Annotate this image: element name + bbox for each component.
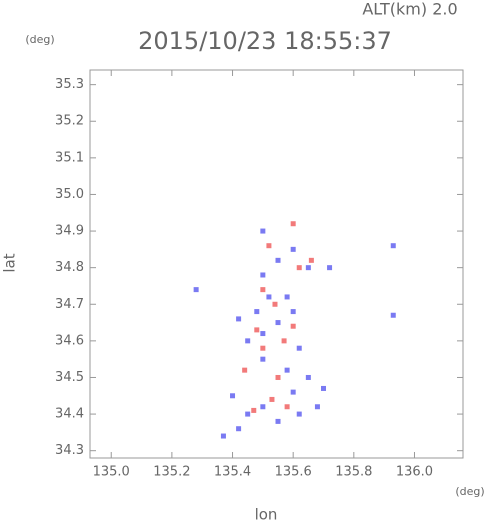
radar-point xyxy=(193,287,199,293)
y-unit: (deg) xyxy=(25,33,54,46)
radar-point xyxy=(284,404,290,410)
y-tick-label: 35.0 xyxy=(55,187,84,202)
radar-point xyxy=(275,418,281,424)
radar-point xyxy=(251,407,257,413)
radar-point xyxy=(245,338,251,344)
x-tick-label: 135.4 xyxy=(214,465,251,480)
y-tick-label: 35.3 xyxy=(55,77,84,92)
radar-point xyxy=(260,404,266,410)
radar-point xyxy=(314,404,320,410)
y-tick-label: 35.1 xyxy=(55,150,84,165)
y-tick-label: 34.9 xyxy=(55,224,84,239)
radar-point xyxy=(254,327,260,333)
radar-point xyxy=(290,309,296,315)
radar-point xyxy=(236,426,242,432)
y-tick-label: 34.8 xyxy=(55,260,84,275)
x-tick-label: 135.8 xyxy=(335,465,372,480)
radar-point xyxy=(290,246,296,252)
radar-point xyxy=(290,389,296,395)
radar-point xyxy=(260,272,266,278)
radar-point xyxy=(275,374,281,380)
radar-point xyxy=(260,345,266,351)
y-tick-label: 35.2 xyxy=(55,114,84,129)
radar-point xyxy=(296,345,302,351)
radar-point xyxy=(390,243,396,249)
radar-point xyxy=(242,367,248,373)
radar-point xyxy=(269,396,275,402)
radar-point xyxy=(305,265,311,271)
radar-point xyxy=(260,331,266,337)
radar-point xyxy=(260,356,266,362)
plot-frame xyxy=(89,69,464,459)
radar-point xyxy=(327,265,333,271)
radar-point xyxy=(281,338,287,344)
radar-point xyxy=(254,309,260,315)
radar-point xyxy=(284,294,290,300)
radar-point xyxy=(296,265,302,271)
y-tick-label: 34.6 xyxy=(55,333,84,348)
radar-point xyxy=(290,221,296,227)
x-axis-label: lon xyxy=(255,506,278,521)
radar-point xyxy=(296,411,302,417)
radar-point xyxy=(308,257,314,263)
radar-point xyxy=(284,367,290,373)
radar-point xyxy=(272,301,278,307)
radar-point xyxy=(290,323,296,329)
radar-point xyxy=(245,411,251,417)
altitude-label: ALT(km) 2.0 xyxy=(362,0,457,19)
x-tick-label: 135.2 xyxy=(153,465,190,480)
y-tick-label: 34.4 xyxy=(55,407,84,422)
radar-point xyxy=(275,320,281,326)
radar-point xyxy=(236,316,242,322)
x-tick-label: 135.0 xyxy=(93,465,130,480)
radar-point xyxy=(390,312,396,318)
radar-point xyxy=(275,257,281,263)
radar-point xyxy=(305,374,311,380)
radar-point xyxy=(266,294,272,300)
radar-point xyxy=(266,243,272,249)
chart-title: 2015/10/23 18:55:37 xyxy=(138,27,392,55)
y-tick-label: 34.7 xyxy=(55,297,84,312)
radar-point xyxy=(260,287,266,293)
radar-point xyxy=(321,385,327,391)
radar-point xyxy=(220,433,226,439)
x-tick-label: 135.6 xyxy=(275,465,312,480)
radar-point xyxy=(260,228,266,234)
y-axis-label: lat xyxy=(1,253,19,272)
y-tick-label: 34.3 xyxy=(55,443,84,458)
radar-point xyxy=(230,393,236,399)
x-tick-label: 136.0 xyxy=(396,465,433,480)
y-tick-label: 34.5 xyxy=(55,370,84,385)
x-unit: (deg) xyxy=(455,485,484,498)
